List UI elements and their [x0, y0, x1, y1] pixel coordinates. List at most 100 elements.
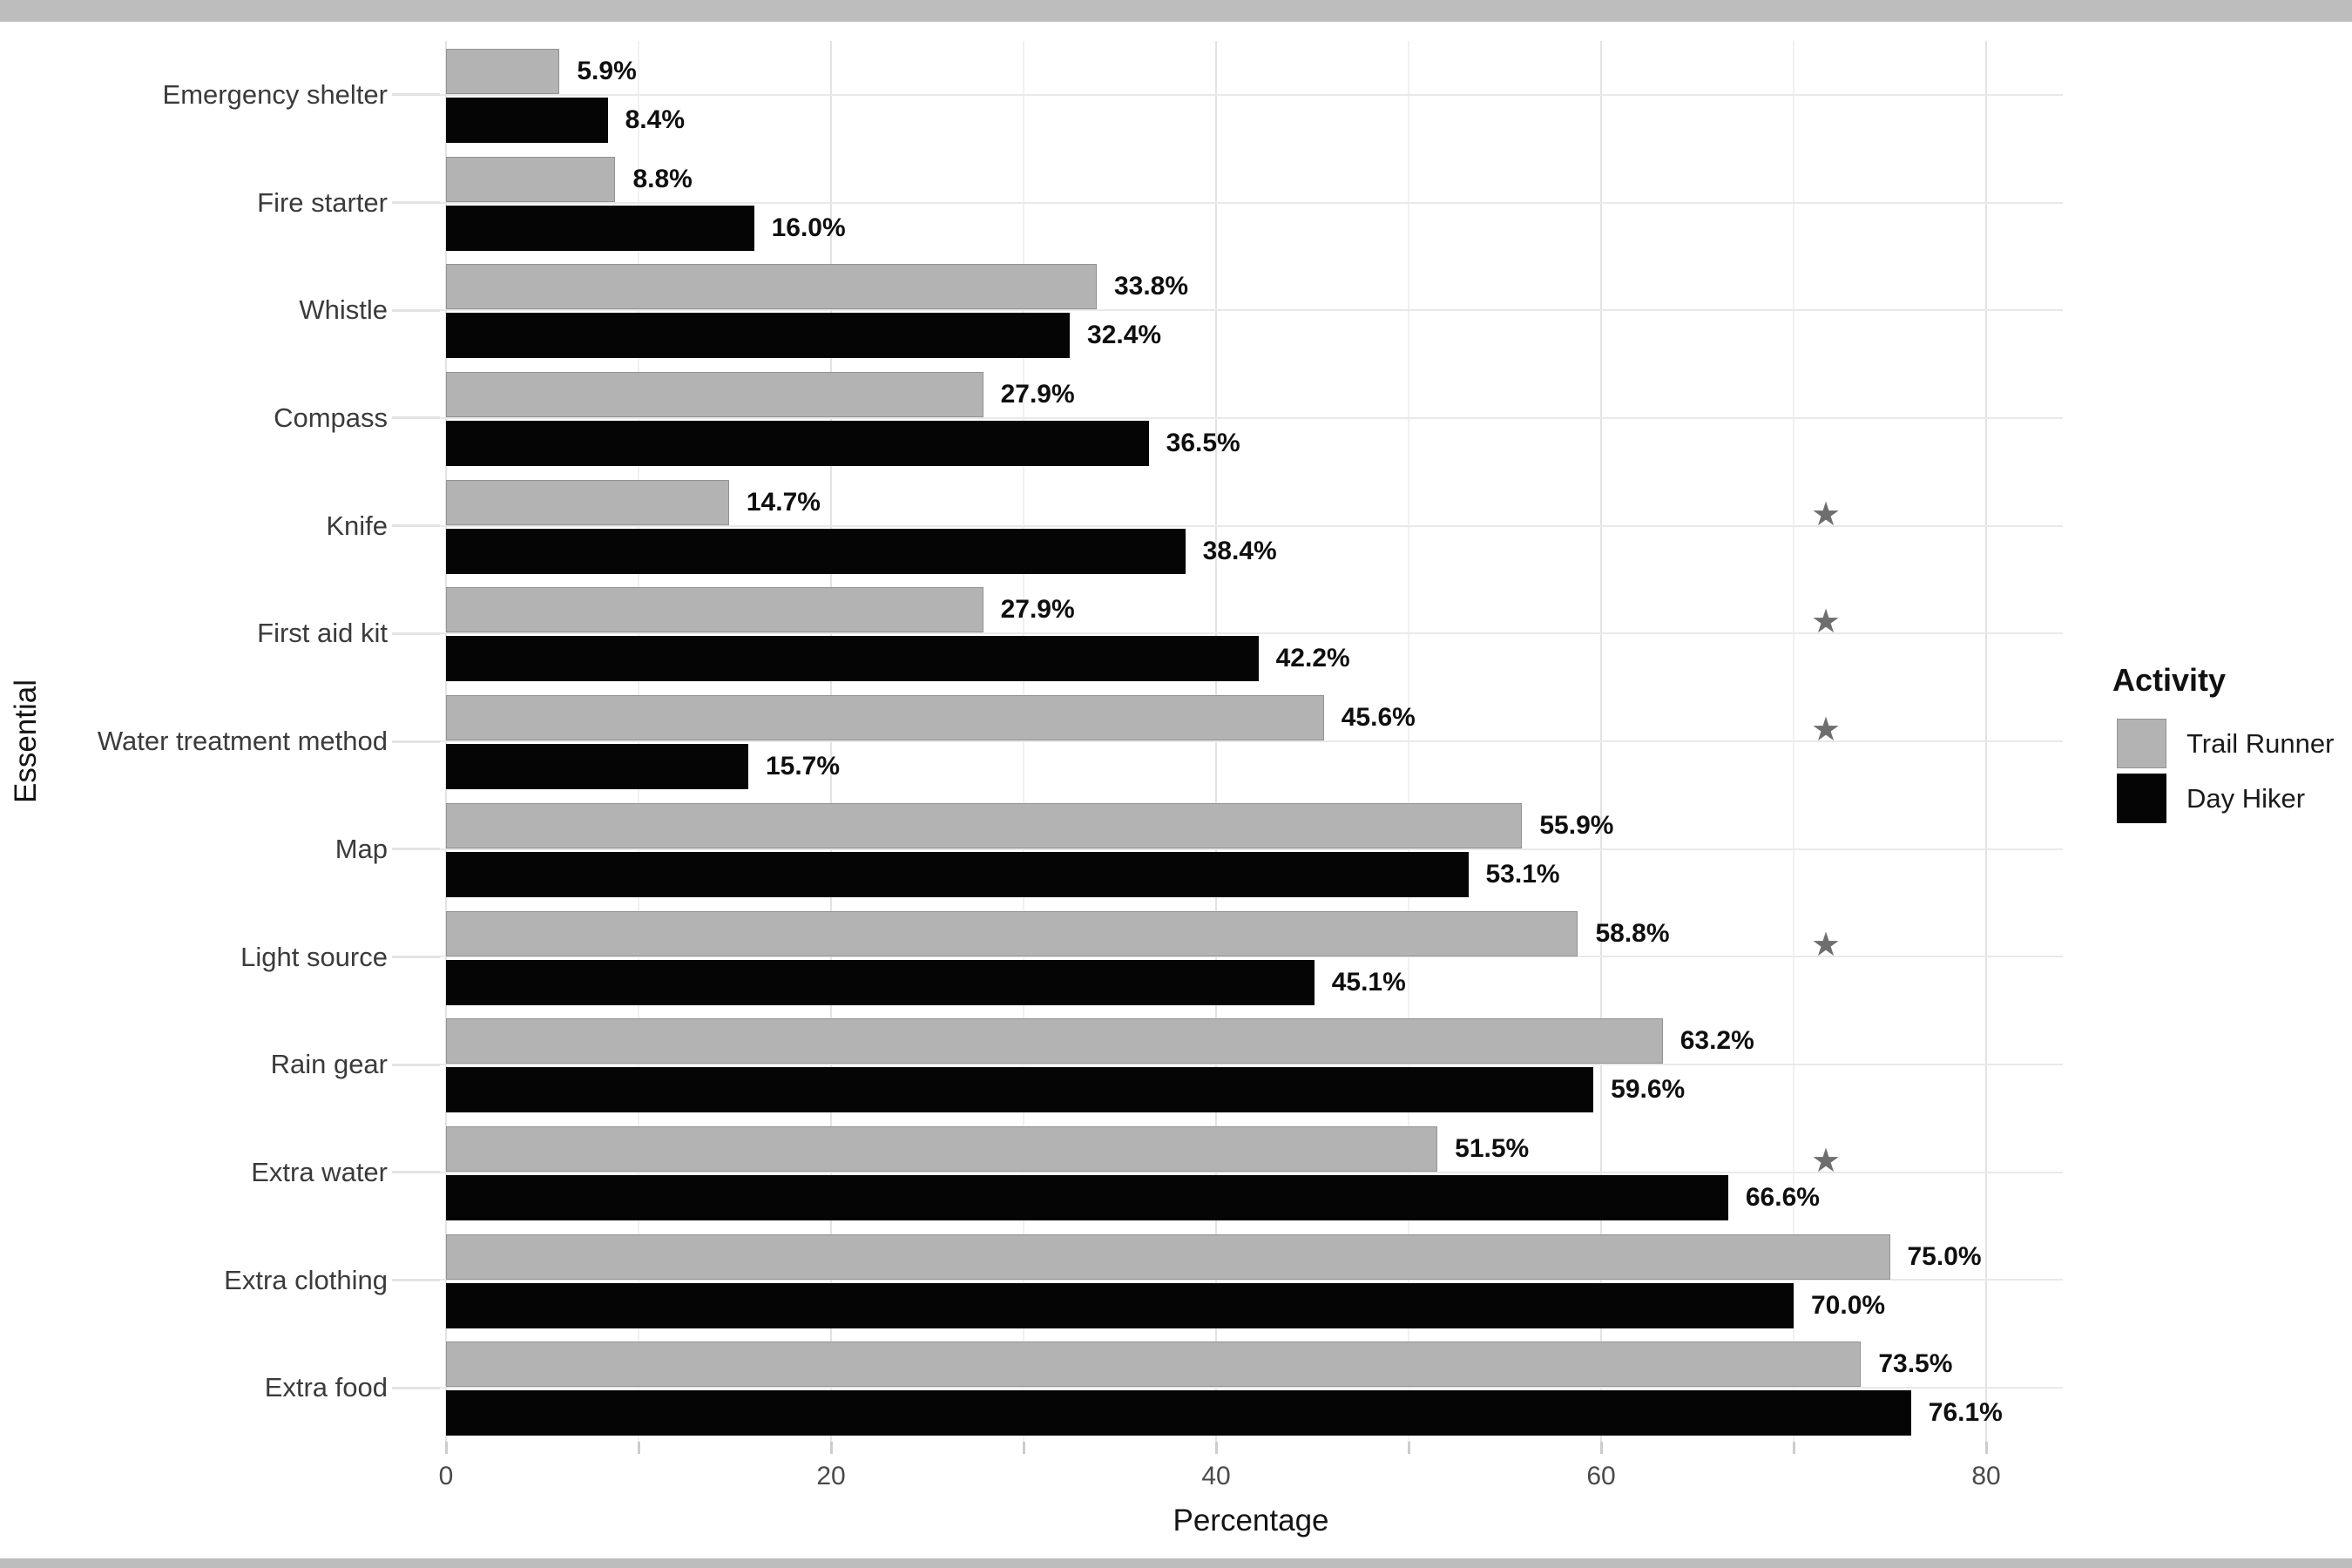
gridline-horizontal	[440, 201, 2063, 204]
y-axis-tick	[392, 308, 440, 312]
value-label: 16.0%	[771, 213, 846, 242]
x-axis-tick	[829, 1442, 833, 1454]
bar-trail-runner	[446, 695, 1324, 741]
gridline-horizontal	[440, 1279, 2063, 1281]
value-label: 73.5%	[1878, 1349, 1953, 1379]
top-border-strip	[0, 0, 2352, 22]
bar-day-hiker	[446, 528, 1186, 574]
value-label: 63.2%	[1680, 1026, 1754, 1056]
x-axis-tick	[1984, 1442, 1988, 1454]
significance-star-icon: ★	[1810, 712, 1842, 748]
bar-day-hiker	[446, 959, 1315, 1005]
value-label: 53.1%	[1485, 859, 1560, 889]
bar-trail-runner	[446, 479, 729, 525]
x-tick-label: 60	[1586, 1462, 1616, 1490]
value-label: 36.5%	[1166, 429, 1240, 458]
y-axis-tick	[392, 1063, 440, 1066]
bar-trail-runner	[446, 49, 560, 94]
category-label: Light source	[240, 941, 388, 972]
x-tick-label: 80	[1971, 1462, 2001, 1490]
bar-day-hiker	[446, 98, 608, 143]
gridline-horizontal	[440, 1171, 2063, 1173]
value-label: 59.6%	[1611, 1075, 1686, 1105]
bar-day-hiker	[446, 1067, 1594, 1113]
x-tick-label: 20	[816, 1462, 846, 1490]
category-label: Extra clothing	[224, 1264, 388, 1295]
value-label: 8.4%	[625, 105, 686, 134]
bar-trail-runner	[446, 1125, 1438, 1172]
legend-label-trail-runner: Trail Runner	[2186, 728, 2335, 759]
legend-label-day-hiker: Day Hiker	[2186, 783, 2306, 814]
category-label: First aid kit	[257, 618, 388, 649]
y-axis-tick	[392, 93, 440, 97]
y-axis-tick	[392, 848, 440, 851]
value-label: 51.5%	[1455, 1133, 1530, 1163]
y-axis-tick	[392, 955, 440, 958]
value-label: 45.1%	[1331, 967, 1406, 997]
value-label: 33.8%	[1113, 272, 1189, 301]
bar-trail-runner	[446, 587, 983, 633]
category-label: Whistle	[299, 294, 388, 326]
gridline-horizontal	[440, 309, 2063, 312]
value-label: 15.7%	[765, 752, 841, 781]
value-label: 8.8%	[632, 164, 693, 193]
category-label: Map	[335, 833, 388, 864]
legend-swatch-day-hiker	[2117, 774, 2166, 823]
gridline-horizontal	[440, 848, 2063, 850]
gridline-horizontal	[440, 1387, 2063, 1389]
y-axis-tick	[392, 1278, 440, 1281]
bar-trail-runner	[446, 1342, 1862, 1388]
gridline-horizontal	[440, 416, 2063, 419]
bar-trail-runner	[446, 910, 1578, 956]
x-tick-label: 40	[1201, 1462, 1231, 1490]
bar-day-hiker	[446, 851, 1469, 897]
category-label: Extra water	[251, 1156, 388, 1187]
category-label: Fire starter	[257, 186, 388, 218]
y-axis-title: Essential	[9, 679, 43, 804]
bar-trail-runner	[446, 372, 983, 418]
significance-star-icon: ★	[1810, 927, 1842, 964]
category-label: Rain gear	[270, 1049, 388, 1080]
y-axis-tick	[392, 1171, 440, 1174]
value-label: 27.9%	[1000, 595, 1075, 625]
x-tick-label: 0	[438, 1462, 454, 1490]
category-label: Compass	[274, 402, 388, 434]
bar-trail-runner	[446, 802, 1523, 848]
x-axis-tick	[1407, 1442, 1410, 1454]
y-axis-tick	[392, 1386, 440, 1389]
x-axis-tick	[637, 1442, 640, 1454]
bar-day-hiker	[446, 205, 754, 251]
bar-trail-runner	[446, 1018, 1663, 1064]
legend-title: Activity	[2112, 662, 2227, 698]
significance-star-icon: ★	[1810, 604, 1842, 641]
gridline-horizontal	[440, 632, 2063, 635]
bar-day-hiker	[446, 421, 1149, 467]
value-label: 42.2%	[1275, 644, 1350, 673]
significance-star-icon: ★	[1810, 496, 1842, 533]
y-axis-tick	[392, 740, 440, 743]
bar-day-hiker	[446, 744, 748, 790]
y-axis-tick	[392, 632, 440, 635]
category-label: Extra food	[264, 1372, 388, 1403]
y-axis-tick	[392, 201, 440, 205]
value-label: 66.6%	[1745, 1182, 1820, 1212]
x-axis-tick	[1599, 1442, 1603, 1454]
value-label: 38.4%	[1202, 536, 1277, 565]
value-label: 27.9%	[1000, 380, 1075, 409]
bar-day-hiker	[446, 1174, 1728, 1220]
value-label: 70.0%	[1811, 1290, 1886, 1320]
bar-day-hiker	[446, 636, 1259, 682]
gridline-horizontal	[440, 93, 2063, 96]
x-axis-tick	[444, 1442, 448, 1454]
y-axis-tick	[392, 416, 440, 420]
bar-day-hiker	[446, 1282, 1794, 1328]
bar-trail-runner	[446, 264, 1097, 310]
gridline-horizontal	[440, 956, 2063, 958]
x-axis-tick	[1792, 1442, 1795, 1454]
legend-swatch-trail-runner	[2117, 719, 2166, 768]
bottom-border-strip	[0, 1558, 2352, 1568]
value-label: 5.9%	[577, 57, 637, 85]
bar-day-hiker	[446, 1390, 1911, 1436]
gridline-horizontal	[440, 1064, 2063, 1066]
